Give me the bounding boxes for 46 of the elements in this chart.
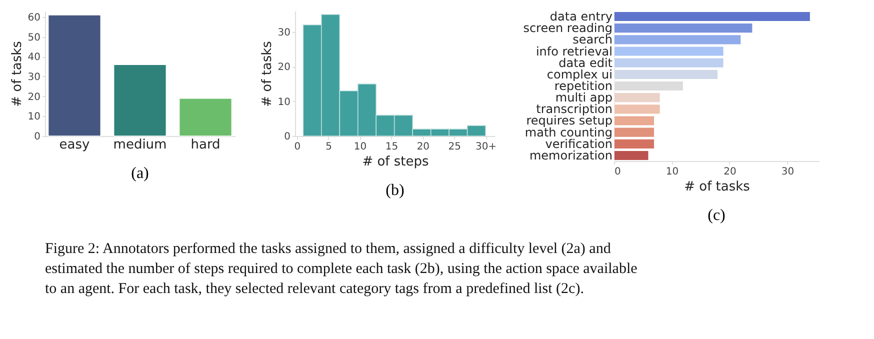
x-tick-label: medium <box>113 138 167 152</box>
y-tick-label: info retrieval <box>536 44 612 58</box>
y-tick-label: memorization <box>529 148 612 162</box>
x-tick-label: 10 <box>354 142 367 152</box>
y-axis-title: # of tasks <box>10 40 25 107</box>
y-tick-label: 30 <box>278 27 290 38</box>
bar <box>48 14 102 136</box>
y-tick-label: 60 <box>28 12 40 24</box>
y-tick-label: 20 <box>28 92 40 103</box>
y-tick-label: data entry <box>550 10 612 24</box>
y-tick-label: 40 <box>28 52 40 64</box>
x-tick-label: easy <box>59 138 90 152</box>
y-tick-label: repetition <box>554 79 612 93</box>
y-tick-label: 20 <box>278 62 290 74</box>
caption: Figure 2: Annotators performed the tasks assigned to them, assigned a difficulty level (2a) and estimated the number of steps required to complete each task (2b), using the action space available to an agent. For each task, they selected relevant category tags from a predefined list (2c). <box>45 241 638 297</box>
text: (c) <box>708 207 726 224</box>
y-tick-label: 50 <box>28 32 40 44</box>
x-axis-title: # of steps <box>362 154 430 170</box>
y-tick-label: transcription <box>536 102 612 116</box>
y-tick-label: multi app <box>555 90 612 105</box>
y-axis-title: # of tasks <box>260 40 275 107</box>
x-tick-label: 15 <box>385 142 398 152</box>
y-tick-label: 10 <box>28 112 40 123</box>
text: (a) <box>131 165 149 182</box>
bar <box>178 98 232 136</box>
x-axis-title: # of tasks <box>684 180 750 194</box>
y-tick-label: complex ui <box>546 67 612 82</box>
text: (b) <box>386 182 404 199</box>
y-tick-label: search <box>572 32 612 47</box>
x-tick-label: 25 <box>448 142 461 152</box>
y-tick-label: 30 <box>28 72 40 83</box>
x-tick-label: 30+ <box>476 142 497 152</box>
x-tick-label: 0 <box>614 166 621 178</box>
y-tick-label: requires setup <box>526 114 612 128</box>
y-tick-label: data edit <box>558 56 613 70</box>
x-tick-label: 30 <box>781 166 794 178</box>
y-tick-label: screen reading <box>523 21 612 36</box>
x-tick-label: 20 <box>416 142 430 152</box>
y-tick-label: math counting <box>524 125 612 140</box>
x-tick-label: hard <box>190 138 220 152</box>
x-tick-label: 5 <box>326 142 332 152</box>
bar <box>113 64 167 136</box>
x-tick-label: 20 <box>724 166 736 178</box>
y-tick-label: 10 <box>278 96 290 108</box>
x-tick-label: 10 <box>666 166 679 178</box>
x-tick-label: 0 <box>294 142 301 152</box>
